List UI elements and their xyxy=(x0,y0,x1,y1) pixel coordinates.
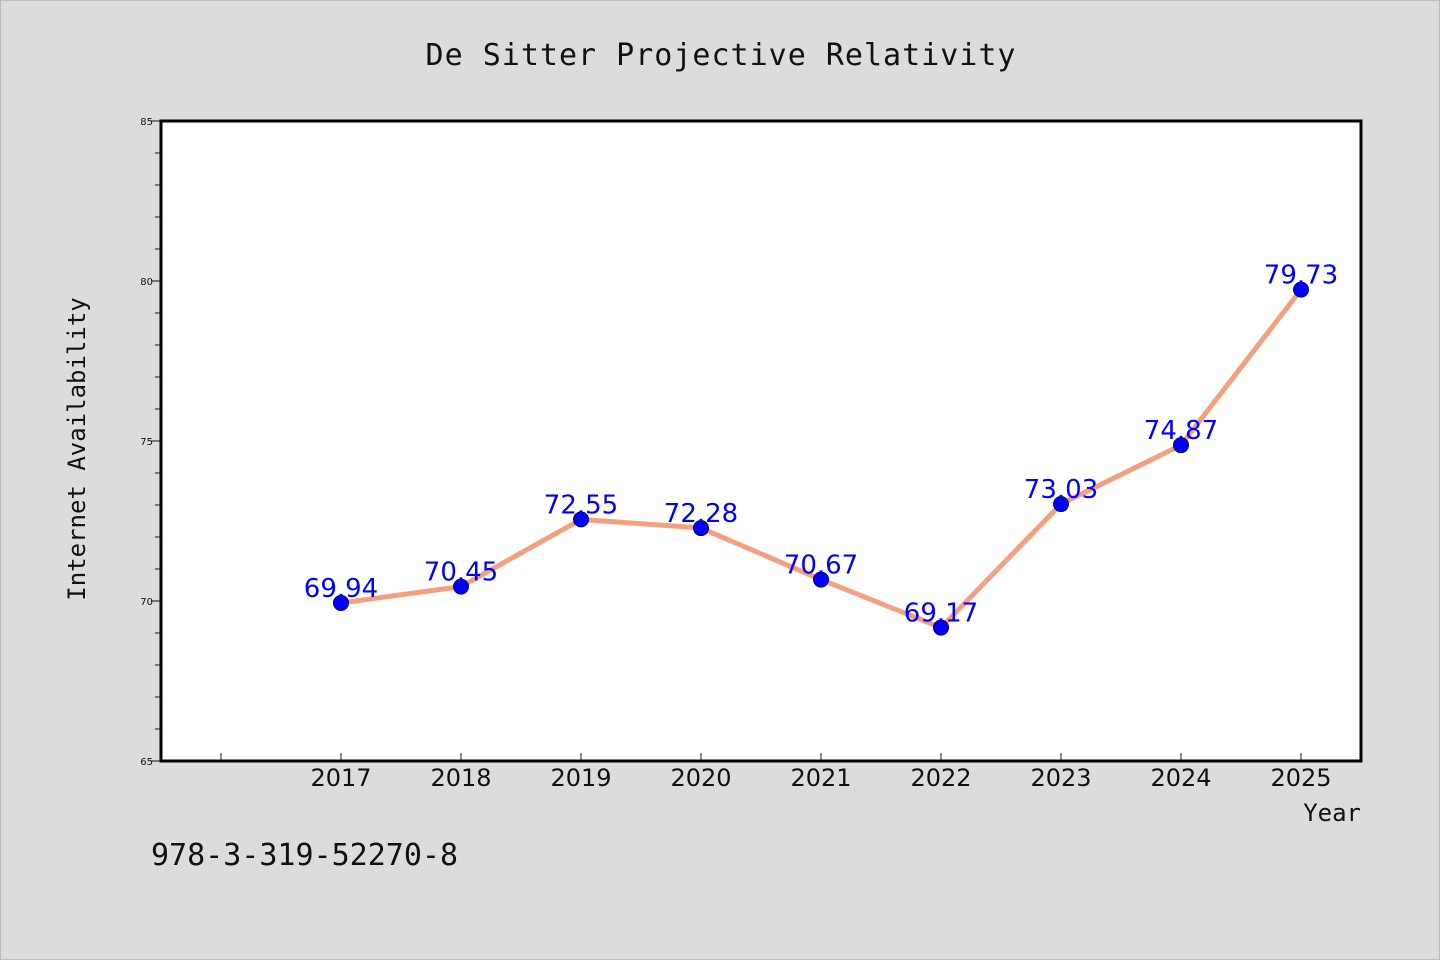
plot-area xyxy=(159,119,1363,763)
x-tick-label: 2020 xyxy=(670,764,731,792)
data-point xyxy=(1173,437,1189,454)
y-axis: 65 70 75 80 85 xyxy=(140,117,161,768)
data-point xyxy=(453,578,469,595)
data-label: 70.45 xyxy=(424,558,498,588)
data-point xyxy=(693,520,709,537)
y-tick-label: 85 xyxy=(140,117,153,128)
data-label: 69.17 xyxy=(904,599,978,629)
data-label: 73.03 xyxy=(1024,475,1098,505)
isbn-text: 978-3-319-52270-8 xyxy=(151,838,458,873)
y-tick-label: 80 xyxy=(140,277,153,288)
data-labels: 69.94 70.45 72.55 72.28 70.67 69.17 73.03 74.87… xyxy=(304,261,1338,629)
data-point xyxy=(573,511,589,528)
data-label: 74.87 xyxy=(1144,416,1218,446)
chart-title: De Sitter Projective Relativity xyxy=(426,38,1017,73)
x-tick-label: 2018 xyxy=(430,764,491,792)
data-point xyxy=(813,571,829,588)
data-points xyxy=(333,281,1309,636)
data-label: 79.73 xyxy=(1264,261,1338,291)
data-label: 72.28 xyxy=(664,499,738,529)
y-tick-label: 75 xyxy=(140,437,153,448)
x-tick-label: 2021 xyxy=(790,764,851,792)
data-point xyxy=(933,619,949,636)
x-tick-label: 2022 xyxy=(910,764,971,792)
data-label: 70.67 xyxy=(784,551,858,581)
data-point xyxy=(1053,496,1069,513)
x-tick-label: 2017 xyxy=(310,764,371,792)
y-axis-label: Internet Availability xyxy=(63,297,91,600)
y-tick-label: 65 xyxy=(140,757,153,768)
data-point xyxy=(1293,281,1309,298)
x-tick-label: 2023 xyxy=(1030,764,1091,792)
x-tick-label: 2019 xyxy=(550,764,611,792)
data-label: 69.94 xyxy=(304,574,378,604)
x-tick-label: 2024 xyxy=(1150,764,1211,792)
data-label: 72.55 xyxy=(544,490,618,520)
y-tick-label: 70 xyxy=(140,597,153,608)
data-point xyxy=(333,594,349,611)
x-tick-label: 2025 xyxy=(1270,764,1331,792)
x-axis: 2017 2018 2019 2020 2021 2022 2023 2024 2025 xyxy=(220,753,1332,792)
x-axis-label: Year xyxy=(1303,799,1361,827)
